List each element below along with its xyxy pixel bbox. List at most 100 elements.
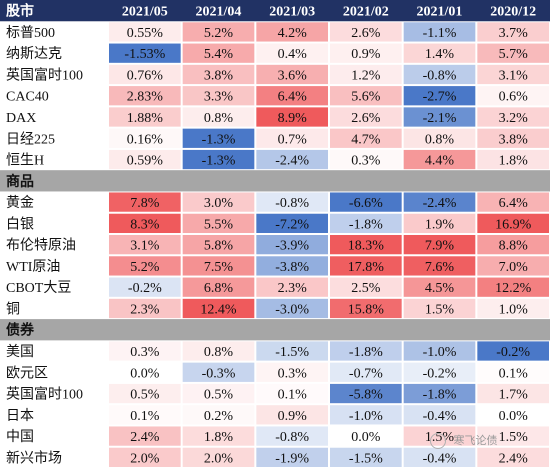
cell-value: 2.83% (127, 90, 164, 105)
cell-value: 0.8% (204, 111, 234, 126)
heat-cell (182, 362, 255, 382)
cell-value: 2.4% (499, 451, 529, 466)
heat-cell (477, 43, 549, 63)
cell-value: 5.8% (204, 239, 234, 254)
heat-cell (109, 64, 181, 85)
heat-cell (256, 235, 328, 255)
heat-cell (109, 405, 181, 425)
cell-value: -1.8% (349, 217, 383, 232)
heat-cell (403, 213, 476, 233)
row-label: 日本 (6, 408, 34, 424)
row-label: CBOT大豆 (6, 280, 71, 296)
cell-value: -0.7% (349, 366, 383, 381)
heat-cell (403, 149, 476, 170)
row-label: 日经225 (6, 131, 55, 147)
cell-value: -6.6% (349, 196, 383, 211)
heat-cell (330, 235, 402, 255)
cell-value: 4.2% (278, 26, 308, 41)
heat-cell (182, 128, 255, 148)
heat-cell (330, 277, 402, 297)
cell-value: 0.59% (127, 154, 164, 169)
heat-cell (182, 192, 255, 212)
heat-cell (330, 383, 402, 404)
cell-value: 16.9% (495, 217, 532, 232)
heat-cell (477, 277, 549, 297)
cell-value: 0.3% (351, 154, 381, 169)
heat-cell (403, 128, 476, 148)
column-header: 2021/02 (343, 5, 389, 20)
heat-cell (330, 362, 402, 382)
heat-cell (330, 128, 402, 148)
cell-value: 3.1% (499, 68, 529, 83)
heat-cell (477, 128, 549, 148)
heat-cell (256, 405, 328, 425)
cell-value: 0.55% (127, 26, 164, 41)
heat-cell (330, 256, 402, 276)
cell-value: 3.1% (130, 239, 160, 254)
heat-cell (182, 426, 255, 446)
heat-cell (109, 341, 181, 361)
cell-value: -0.8% (275, 430, 309, 445)
cell-value: 5.4% (204, 47, 234, 62)
heat-cell (256, 383, 328, 404)
heat-cell (182, 149, 255, 170)
heat-cell (182, 341, 255, 361)
row-label: 白银 (6, 216, 34, 232)
heat-cell (477, 426, 549, 446)
section-row (0, 319, 550, 341)
watermark-text: 寒飞论债 (453, 434, 498, 447)
row-label: 纳斯达克 (6, 46, 62, 62)
cell-value: -0.3% (202, 366, 236, 381)
cell-value: 0.0% (130, 366, 160, 381)
cell-value: 12.4% (200, 302, 237, 317)
cell-value: 0.8% (204, 345, 234, 360)
cell-value: 6.8% (204, 281, 234, 296)
heat-cell (109, 22, 181, 42)
cell-value: -0.2% (128, 281, 162, 296)
heat-cell (256, 277, 328, 297)
cell-value: 4.4% (425, 154, 455, 169)
cell-value: -1.0% (349, 409, 383, 424)
row-label: 恒生H (6, 153, 44, 169)
heat-cell (109, 362, 181, 382)
cell-value: 2.3% (278, 281, 308, 296)
heat-cell (330, 86, 402, 106)
cell-value: 6.4% (278, 90, 308, 105)
heat-cell (403, 22, 476, 42)
heat-cell (330, 22, 402, 42)
section-label: 债券 (6, 322, 35, 339)
heat-cell (182, 213, 255, 233)
cell-value: 0.6% (499, 90, 529, 105)
cell-value: 7.6% (425, 260, 455, 275)
row-label: 英国富时100 (6, 66, 83, 83)
cell-value: 8.9% (278, 111, 308, 126)
column-header: 2021/05 (122, 5, 168, 20)
heat-cell (477, 362, 549, 382)
heat-cell (256, 43, 328, 63)
heat-cell (256, 107, 328, 127)
heat-cell (403, 362, 476, 382)
heat-cell (403, 235, 476, 255)
heat-cell (256, 192, 328, 212)
cell-value: 0.3% (278, 366, 308, 381)
heat-cell (477, 149, 549, 170)
cell-value: 5.2% (130, 260, 160, 275)
heat-cell (330, 107, 402, 127)
row-label: 美国 (6, 344, 34, 360)
cell-value: 3.6% (278, 68, 308, 83)
section-label: 商品 (6, 173, 34, 190)
heat-cell (477, 447, 549, 467)
cell-value: 5.2% (204, 26, 234, 41)
heat-cell (256, 426, 328, 446)
heat-cell (477, 405, 549, 425)
cell-value: -7.2% (275, 217, 309, 232)
cell-value: -1.9% (275, 451, 309, 466)
cell-value: 3.3% (204, 90, 234, 105)
column-header: 2021/03 (269, 5, 315, 20)
row-label: 布伦特原油 (6, 238, 76, 254)
heat-cell (109, 256, 181, 276)
cell-value: -1.0% (423, 345, 457, 360)
heat-cell (477, 64, 549, 85)
cell-value: 2.6% (351, 111, 381, 126)
